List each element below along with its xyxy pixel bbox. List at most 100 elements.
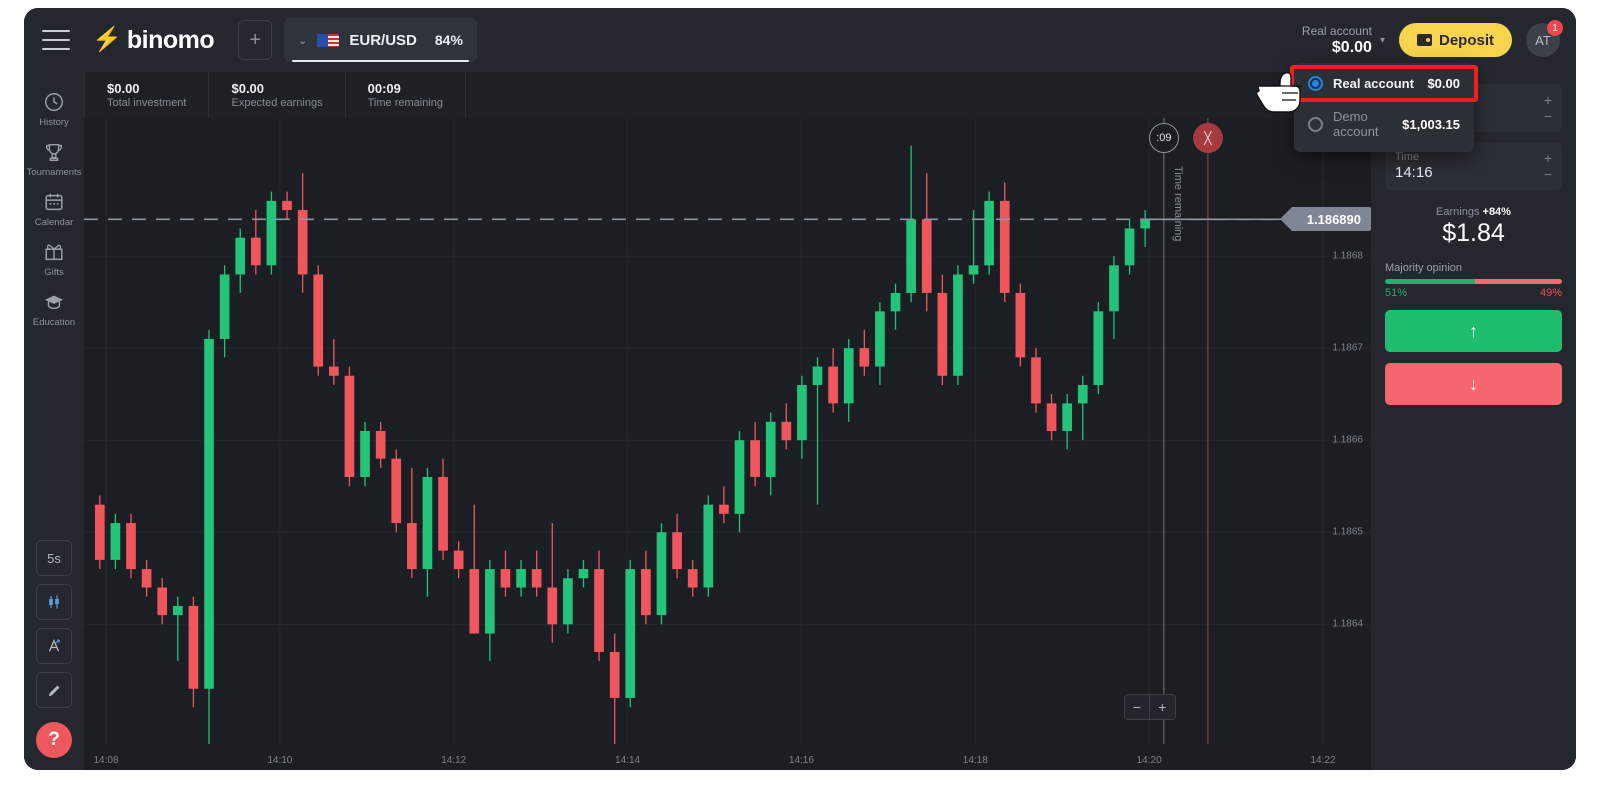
hamburger-icon[interactable] [42,30,70,50]
header-right-group: Real account $0.00 ▾ Deposit AT 1 [1302,20,1576,57]
account-option-amount: $1,003.15 [1402,116,1460,132]
y-axis-tick: 1.1866 [1332,434,1363,446]
account-option-demo[interactable]: Demo account $1,003.15 [1294,100,1474,148]
majority-opinion-values: 51% 49% [1385,287,1562,299]
indicators-button[interactable] [36,628,72,664]
price-chart-area[interactable]: 14:08 14:10 14:12 14:14 14:16 14:18 14:20 14:22… [84,118,1371,770]
x-axis-tick: 14:14 [615,755,641,766]
chevron-down-icon: ⌄ [298,34,308,47]
time-value: 14:16 [1395,164,1433,181]
time-remaining-label: Time remaining [1171,166,1184,242]
earnings-block: Earnings +84% $1.84 [1385,206,1562,248]
radio-selected-icon[interactable] [1308,76,1323,91]
gift-icon [26,239,82,265]
account-option-name: Demo account [1333,109,1379,139]
account-switcher[interactable]: Real account $0.00 ▾ [1302,24,1385,57]
earnings-value: $1.84 [1442,219,1505,247]
expiry-marker-icon: ╳ [1192,123,1223,153]
time-label: Time [1395,151,1420,163]
x-axis-tick: 14:20 [1136,755,1162,766]
time-decrease-button[interactable]: − [1543,166,1552,182]
draw-button[interactable] [36,672,72,708]
chevron-down-icon: ▾ [1379,34,1385,46]
stat-label: Total investment [107,96,187,109]
amount-increase-button[interactable]: + [1543,92,1552,108]
indicators-icon [48,639,60,652]
y-axis-tick: 1.1867 [1332,342,1363,354]
pencil-icon [48,685,59,696]
sidebar-item-label: Tournaments [26,167,82,178]
sidebar-item-calendar[interactable]: Calendar [26,182,82,232]
stat-label: Expected earnings [231,96,323,109]
x-axis-tick: 14:10 [267,755,293,766]
majority-opinion-label: Majority opinion [1385,262,1463,274]
timeframe-button[interactable]: 5s [36,540,72,576]
time-increase-button[interactable]: + [1543,150,1552,166]
arrow-up-icon: ↑ [1469,320,1478,341]
x-axis-tick: 14:16 [788,755,814,766]
deposit-button[interactable]: Deposit [1398,23,1512,57]
buy-down-button[interactable]: ↓ [1385,363,1562,405]
account-option-amount: $0.00 [1427,76,1460,91]
x-axis-tick: 14:18 [962,755,988,766]
timeframe-label: 5s [47,550,61,566]
sidebar-item-label: Education [32,317,76,328]
account-option-name: Real account [1333,76,1414,91]
earnings-text: Earnings [1436,206,1480,218]
chart-tools-group: 5s ? [36,540,72,770]
y-axis-tick: 1.1868 [1332,250,1363,262]
left-sidebar: History Tournaments Calendar Gifts Educa… [24,72,84,770]
chart-type-button[interactable] [36,584,72,620]
zoom-out-button[interactable]: − [1123,694,1150,720]
amount-decrease-button[interactable]: − [1543,108,1552,124]
sidebar-item-tournaments[interactable]: Tournaments [26,132,82,182]
zoom-in-button[interactable]: + [1149,694,1176,720]
sidebar-item-label: Calendar [34,217,74,228]
majority-opinion-bar [1385,279,1562,284]
deposit-label: Deposit [1438,31,1494,49]
account-option-real[interactable]: Real account $0.00 [1294,67,1474,100]
binomo-logo: ⚡ binomo [92,25,215,55]
earnings-label: Earnings +84% [1385,206,1562,218]
stat-total-investment: $0.00 Total investment [84,72,210,118]
avatar[interactable]: AT 1 [1526,20,1563,57]
sidebar-item-gifts[interactable]: Gifts [26,232,82,282]
calendar-icon [26,189,82,215]
logo-text: binomo [126,25,215,54]
account-type-label: Real account [1301,23,1372,38]
earnings-percent: +84% [1482,206,1511,218]
stat-value: $0.00 [231,80,265,96]
asset-payout: 84% [434,32,463,48]
add-asset-tab-button[interactable]: + [238,20,273,60]
bolt-icon: ⚡ [92,26,122,53]
radio-unselected-icon[interactable] [1308,116,1323,132]
sidebar-item-history[interactable]: History [26,82,82,132]
stat-time-remaining: 00:09 Time remaining [346,72,467,118]
stat-value: 00:09 [367,80,401,96]
stat-expected-earnings: $0.00 Expected earnings [209,72,346,118]
buy-up-button[interactable]: ↑ [1385,310,1562,352]
current-price-tag: 1.186890 [1279,207,1371,232]
chart-zoom-controls[interactable]: − + [1123,694,1176,720]
sidebar-item-education[interactable]: Education [26,282,82,332]
clock-icon [26,89,82,115]
stat-value: $0.00 [107,80,140,96]
x-axis-tick: 14:22 [1310,755,1336,766]
account-balance: $0.00 [1331,38,1372,56]
sidebar-item-label: Gifts [44,267,64,278]
plus-icon: + [249,28,261,51]
pointing-hand-cursor-icon [1255,72,1302,113]
majority-up-fill [1385,279,1476,284]
x-axis-tick: 14:12 [441,755,467,766]
flag-icon [317,33,340,47]
account-dropdown-menu[interactable]: Real account $0.00 Demo account $1,003.1… [1294,63,1474,152]
asset-tab-eurusd[interactable]: ⌄ EUR/USD 84% [284,18,477,62]
countdown-badge: :09 [1148,123,1179,153]
avatar-initials: AT [1535,32,1551,48]
notification-badge: 1 [1547,20,1563,36]
y-axis-tick: 1.1865 [1332,526,1363,538]
help-button[interactable]: ? [36,722,72,758]
candlestick-chart [84,118,1371,744]
trade-panel: Amount $1.00 + − Time 14:16 + − Earnings… [1371,72,1576,770]
majority-up-value: 51% [1385,287,1408,299]
